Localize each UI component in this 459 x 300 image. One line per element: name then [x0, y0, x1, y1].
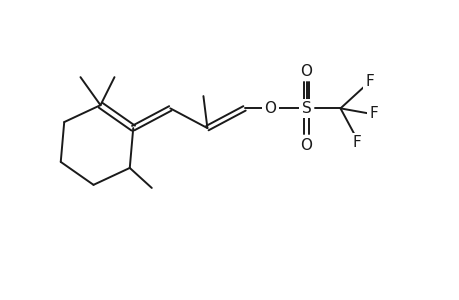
- Text: O: O: [300, 138, 312, 153]
- Text: F: F: [364, 74, 373, 89]
- Text: O: O: [300, 64, 312, 79]
- Text: F: F: [351, 135, 360, 150]
- Text: O: O: [264, 101, 276, 116]
- Text: S: S: [301, 101, 311, 116]
- Text: F: F: [368, 106, 377, 121]
